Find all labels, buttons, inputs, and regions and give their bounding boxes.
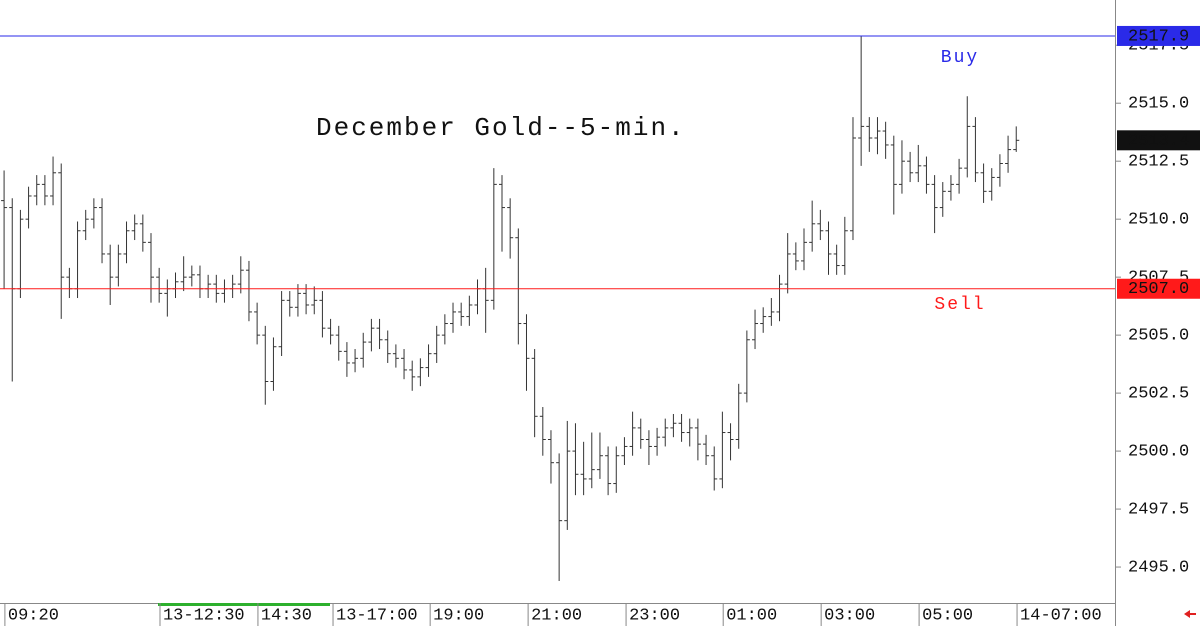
x-tick-label: 13-12:30 (163, 606, 245, 625)
buy-text: Buy (941, 48, 979, 68)
y-tick-label: 2500.0 (1128, 443, 1189, 462)
sell-price-box (1117, 278, 1200, 299)
y-tick-label: 2497.5 (1128, 501, 1189, 520)
y-tick-label: 2502.5 (1128, 385, 1189, 404)
scroll-arrow (1184, 610, 1196, 618)
x-tick-label: 05:00 (922, 606, 973, 625)
x-tick-label: 01:00 (726, 606, 777, 625)
x-tick-label: 21:00 (531, 606, 582, 625)
chart-title: December Gold--5-min. (316, 113, 686, 143)
y-tick-label: 2505.0 (1128, 327, 1189, 346)
buy-price-label: 2517.9 (1128, 27, 1189, 46)
last-price-box (1117, 130, 1200, 151)
session-highlight (158, 603, 330, 606)
last-price-label: 2513.4 (1128, 132, 1189, 151)
y-tick-label: 2510.0 (1128, 211, 1189, 230)
x-tick-label: 14:30 (261, 606, 312, 625)
y-tick-label: 2495.0 (1128, 559, 1189, 578)
sell-text: Sell (934, 295, 985, 315)
x-tick-label: 14-07:00 (1020, 606, 1102, 625)
y-tick-label: 2512.5 (1128, 153, 1189, 172)
buy-price-box (1117, 25, 1200, 46)
x-tick-label: 19:00 (433, 606, 484, 625)
x-tick-label: 13-17:00 (336, 606, 418, 625)
x-tick-label: 03:00 (824, 606, 875, 625)
x-tick-label: 09:20 (8, 606, 59, 625)
y-tick-label: 2515.0 (1128, 95, 1189, 114)
sell-price-label: 2507.0 (1128, 280, 1189, 299)
x-tick-label: 23:00 (629, 606, 680, 625)
